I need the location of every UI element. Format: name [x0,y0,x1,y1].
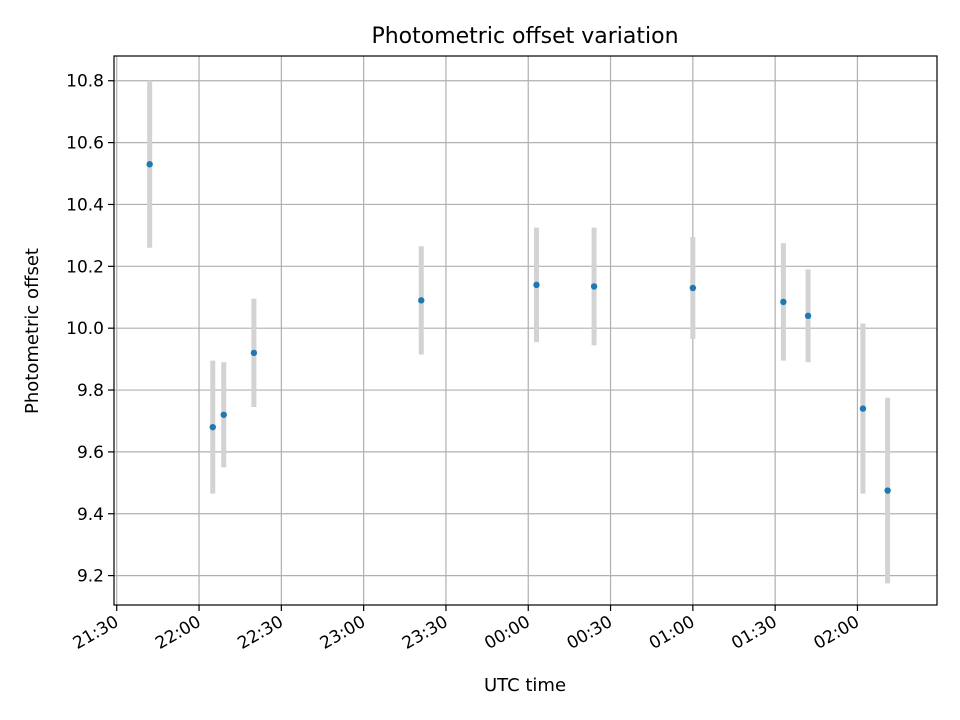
data-point [780,298,787,306]
plot-frame [113,55,938,606]
data-point [209,423,216,431]
y-axis-ticks: 9.2 9.4 9.6 9.8 10.0 10.2 10.4 10.6 10.8 [66,72,114,587]
y-tick-label: 9.2 [77,567,104,587]
grid [114,56,937,605]
data-point [418,297,425,304]
y-tick-label: 10.8 [66,72,104,92]
data-point [146,161,153,168]
data-point [884,487,891,494]
y-tick-label: 10.2 [66,257,104,277]
data-point [590,283,598,290]
y-tick-label: 9.8 [77,381,104,401]
y-axis-label: Photometric offset [22,248,43,414]
y-tick-label: 10.6 [66,134,104,154]
data-point [689,284,697,292]
x-axis-label: UTC time [484,675,566,696]
data-point [220,411,227,418]
data-points [146,161,891,494]
chart-title: Photometric offset variation [371,24,678,49]
data-point [859,405,867,412]
data-point [804,312,812,320]
y-tick-label: 9.4 [77,505,104,525]
y-tick-label: 10.0 [66,319,104,339]
y-tick-label: 10.4 [66,195,104,215]
y-tick-label: 9.6 [77,443,104,463]
data-point [250,349,258,357]
data-point [533,281,540,289]
